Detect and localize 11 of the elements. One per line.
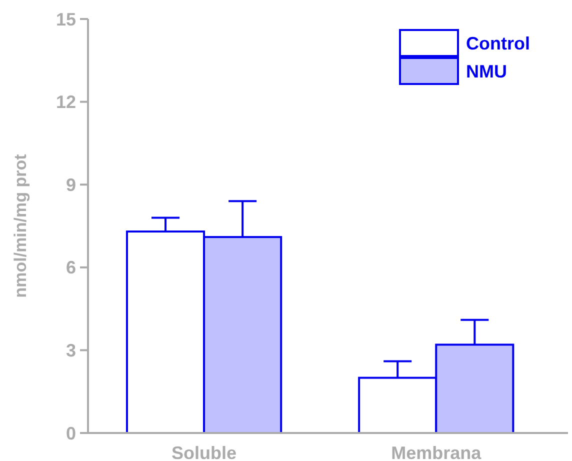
legend-label: NMU — [466, 61, 507, 82]
y-tick-label: 9 — [66, 174, 76, 195]
x-tick-label: Soluble — [172, 443, 237, 461]
y-tick-label: 3 — [66, 340, 76, 360]
y-tick-label: 15 — [56, 9, 76, 30]
y-axis-title: nmol/min/mg prot — [11, 154, 30, 298]
y-tick-label: 6 — [66, 258, 76, 278]
y-tick-label: 12 — [56, 92, 76, 112]
x-tick-label: Membrana — [391, 443, 482, 461]
legend-label: Control — [466, 33, 530, 54]
y-tick-label: 0 — [66, 423, 76, 444]
